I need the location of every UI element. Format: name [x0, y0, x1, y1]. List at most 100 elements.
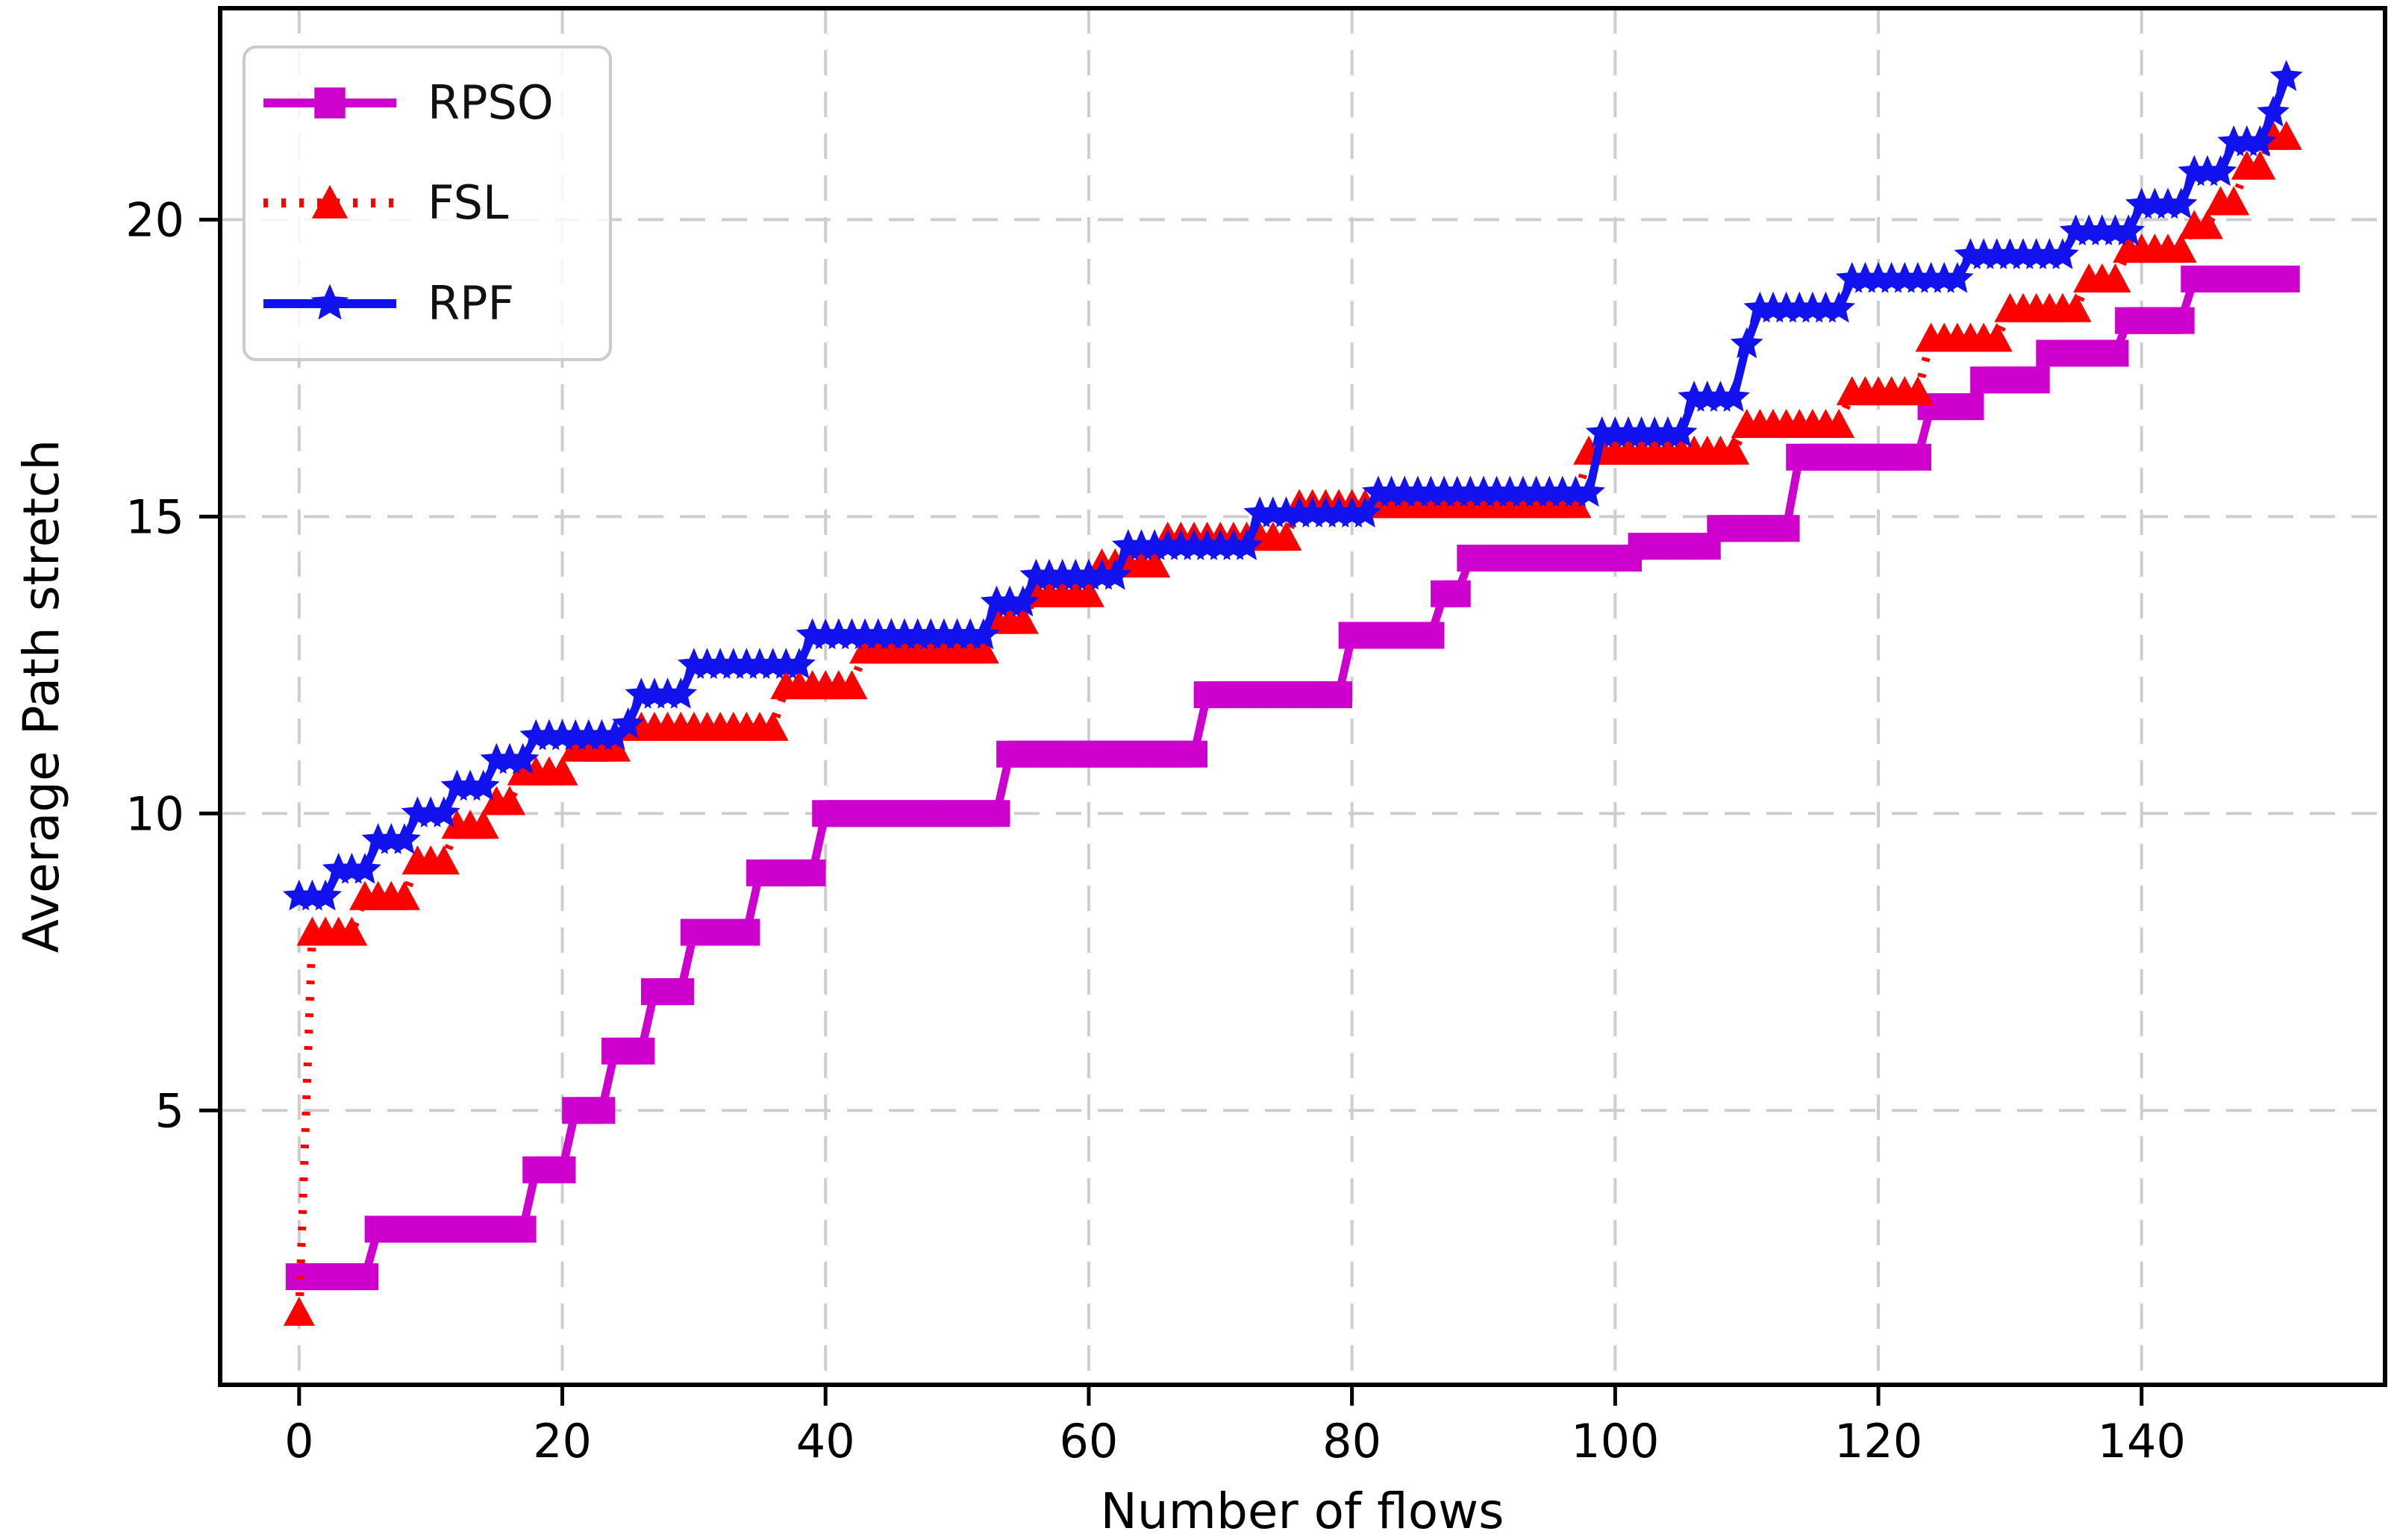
star-marker-icon: [967, 618, 1000, 650]
series-line-RPSO: [299, 275, 2287, 1281]
star-marker-icon: [2164, 187, 2198, 219]
triangle-marker-icon: [2060, 292, 2092, 322]
triangle-marker-icon: [388, 880, 420, 910]
square-marker-icon: [983, 800, 1010, 827]
square-marker-icon: [1904, 443, 1931, 471]
y-axis-label: Average Path stretch: [13, 439, 70, 954]
square-marker-icon: [1417, 622, 1445, 649]
x-tick-label: 80: [1322, 1414, 1381, 1468]
triangle-marker-icon: [2165, 234, 2197, 263]
legend-item-rpso: RPSO: [259, 59, 609, 147]
square-marker-icon: [1325, 681, 1352, 709]
square-marker-icon: [733, 918, 760, 946]
square-marker-icon: [667, 978, 695, 1006]
axis-ticks: 0 20 40 60 80 100 120 140 5 10 15 20: [125, 192, 2186, 1468]
star-marker-icon: [349, 852, 381, 884]
star-marker-icon: [2257, 96, 2290, 127]
triangle-marker-icon: [283, 1296, 315, 1326]
legend-sample-fsl-line-icon: [263, 185, 396, 219]
triangle-marker-icon: [1270, 522, 1302, 551]
y-tick-label: 5: [155, 1083, 184, 1138]
triangle-marker-icon: [2191, 210, 2223, 240]
square-marker-icon: [2022, 366, 2050, 394]
legend-label-rpso: RPSO: [428, 75, 554, 131]
legend-item-fsl: FSL: [259, 159, 609, 247]
star-marker-icon: [1717, 381, 1750, 412]
triangle-marker-icon: [757, 711, 789, 741]
star-marker-icon: [1822, 291, 1855, 323]
triangle-marker-icon: [428, 845, 460, 874]
triangle-marker-icon: [1007, 604, 1039, 634]
legend-label-rpf: RPF: [428, 275, 515, 331]
triangle-marker-icon: [311, 185, 349, 219]
triangle-marker-icon: [1072, 578, 1104, 607]
square-marker-icon: [2272, 265, 2300, 292]
x-tick-label: 100: [1571, 1414, 1659, 1468]
star-marker-icon: [309, 879, 342, 911]
star-marker-icon: [1730, 327, 1763, 359]
triangle-marker-icon: [546, 756, 578, 786]
star-marker-icon: [1348, 496, 1382, 528]
square-marker-icon: [509, 1215, 537, 1243]
triangle-marker-icon: [336, 916, 368, 946]
series-RPSO: [285, 265, 2300, 1291]
star-marker-icon: [506, 742, 540, 774]
y-tick-label: 10: [125, 786, 184, 841]
star-marker-icon: [1572, 475, 1605, 507]
triangle-marker-icon: [1901, 376, 1934, 406]
legend-label-fsl: FSL: [428, 175, 509, 231]
star-marker-icon: [388, 823, 421, 854]
triangle-marker-icon: [967, 634, 999, 664]
square-marker-icon: [628, 1037, 655, 1065]
x-tick-label: 0: [284, 1414, 313, 1468]
triangle-marker-icon: [1560, 489, 1592, 519]
square-marker-icon: [1181, 740, 1208, 768]
star-marker-icon: [2269, 60, 2303, 91]
y-tick-label: 15: [125, 489, 184, 544]
triangle-marker-icon: [2099, 263, 2131, 292]
legend-sample-rpso-line-icon: [263, 87, 396, 119]
square-marker-icon: [549, 1156, 576, 1183]
square-marker-icon: [588, 1097, 616, 1124]
triangle-marker-icon: [1718, 435, 1750, 465]
series-RPF: [282, 60, 2303, 911]
triangle-marker-icon: [1823, 408, 1855, 438]
triangle-marker-icon: [1981, 322, 2013, 352]
square-marker-icon: [351, 1263, 378, 1291]
triangle-marker-icon: [1139, 548, 1171, 578]
star-marker-icon: [2243, 125, 2277, 157]
star-marker-icon: [466, 769, 500, 801]
star-marker-icon: [1006, 585, 1040, 617]
star-marker-icon: [427, 796, 460, 827]
triangle-marker-icon: [493, 786, 525, 816]
y-tick-label: 20: [125, 192, 184, 247]
x-axis-label: Number of flows: [1100, 1483, 1504, 1540]
square-marker-icon: [1443, 580, 1471, 607]
x-tick-label: 120: [1834, 1414, 1922, 1468]
x-tick-label: 140: [2098, 1414, 2186, 1468]
legend-sample-rpf-line-icon: [263, 284, 396, 320]
square-marker-icon: [314, 87, 346, 119]
triangle-marker-icon: [599, 732, 631, 762]
plot-border: [218, 6, 2387, 1387]
square-marker-icon: [799, 859, 826, 886]
triangle-marker-icon: [467, 810, 499, 839]
square-marker-icon: [2167, 307, 2195, 334]
star-marker-icon: [310, 284, 349, 320]
star-marker-icon: [783, 648, 816, 679]
star-marker-icon: [1099, 558, 1132, 590]
star-marker-icon: [1941, 262, 1974, 293]
x-tick-label: 40: [796, 1414, 855, 1468]
data-series: [282, 60, 2303, 1326]
star-marker-icon: [2112, 214, 2145, 245]
star-marker-icon: [1230, 529, 1263, 560]
star-marker-icon: [2046, 238, 2079, 269]
triangle-marker-icon: [836, 670, 868, 700]
triangle-marker-icon: [2244, 150, 2276, 180]
triangle-marker-icon: [2218, 186, 2250, 216]
triangle-marker-icon: [2270, 120, 2302, 150]
legend-item-rpf: RPF: [259, 260, 609, 348]
star-marker-icon: [2204, 154, 2237, 187]
star-marker-icon: [599, 719, 631, 751]
